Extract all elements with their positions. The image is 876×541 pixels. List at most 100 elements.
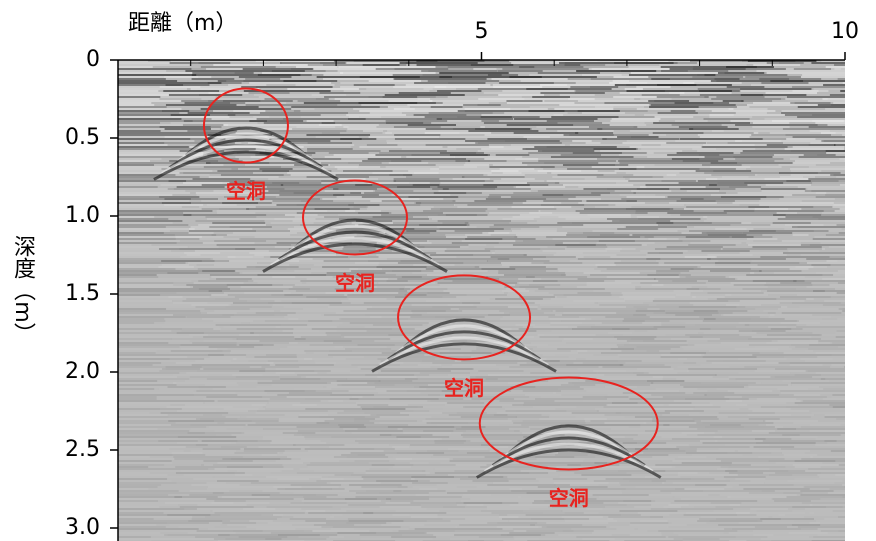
texture-stripe: [362, 64, 400, 66]
texture-stripe: [697, 434, 800, 436]
texture-stripe: [376, 480, 418, 482]
y-axis-title: 深度（m）: [10, 235, 36, 344]
texture-stripe: [386, 142, 479, 144]
texture-stripe: [198, 288, 310, 290]
texture-stripe: [622, 320, 670, 322]
texture-stripe: [825, 66, 845, 68]
texture-stripe: [629, 534, 662, 536]
texture-stripe: [238, 536, 330, 538]
texture-stripe: [564, 64, 606, 66]
texture-stripe: [567, 78, 670, 80]
texture-stripe: [118, 88, 187, 90]
texture-stripe: [187, 112, 250, 114]
texture-stripe: [240, 286, 361, 288]
texture-stripe: [738, 372, 791, 374]
texture-stripe: [638, 528, 732, 530]
texture-stripe: [118, 444, 208, 446]
texture-stripe: [458, 310, 551, 312]
texture-stripe: [693, 392, 735, 394]
texture-stripe: [718, 524, 821, 526]
texture-stripe: [300, 116, 382, 118]
texture-stripe: [276, 242, 377, 244]
texture-stripe: [217, 80, 338, 82]
texture-stripe: [737, 278, 845, 280]
texture-stripe: [724, 528, 818, 530]
texture-stripe: [736, 512, 815, 514]
texture-stripe: [790, 102, 831, 104]
texture-stripe: [248, 92, 290, 94]
texture-stripe: [118, 384, 177, 386]
texture-stripe: [118, 520, 223, 522]
texture-stripe: [203, 336, 295, 338]
texture-stripe: [792, 474, 845, 476]
texture-stripe: [288, 288, 404, 290]
texture-stripe: [509, 504, 564, 506]
texture-stripe: [787, 74, 845, 76]
texture-stripe: [366, 206, 434, 208]
texture-stripe: [500, 534, 546, 536]
texture-stripe: [385, 234, 466, 236]
texture-stripe: [118, 166, 168, 168]
texture-stripe: [325, 292, 428, 294]
texture-stripe: [799, 262, 845, 264]
texture-stripe: [234, 474, 351, 476]
texture-stripe: [348, 520, 451, 522]
texture-stripe: [298, 416, 380, 418]
texture-stripe: [483, 174, 525, 176]
texture-stripe: [270, 132, 386, 134]
texture-stripe: [602, 138, 680, 140]
texture-stripe: [118, 414, 203, 416]
texture-stripe: [118, 76, 212, 78]
texture-stripe: [640, 98, 672, 100]
texture-stripe: [481, 148, 526, 150]
texture-stripe: [385, 122, 432, 124]
texture-stripe: [334, 474, 449, 476]
texture-stripe: [272, 200, 371, 202]
texture-stripe: [746, 274, 834, 276]
texture-stripe: [118, 350, 157, 352]
texture-stripe: [757, 520, 794, 522]
texture-stripe: [643, 372, 678, 374]
texture-stripe: [559, 476, 655, 478]
texture-stripe: [118, 292, 224, 294]
texture-stripe: [682, 160, 796, 162]
texture-stripe: [419, 488, 523, 490]
texture-stripe: [458, 308, 538, 310]
texture-stripe: [537, 334, 596, 336]
texture-stripe: [713, 436, 818, 438]
texture-stripe: [314, 370, 351, 372]
texture-stripe: [577, 326, 686, 328]
texture-stripe: [439, 72, 509, 74]
texture-stripe: [118, 370, 197, 372]
texture-stripe: [594, 206, 632, 208]
texture-stripe: [118, 212, 184, 214]
texture-stripe: [279, 348, 380, 350]
texture-stripe: [648, 304, 740, 306]
texture-stripe: [523, 436, 576, 438]
texture-stripe: [255, 412, 365, 414]
texture-stripe: [118, 108, 182, 110]
texture-stripe: [118, 190, 186, 192]
texture-stripe: [507, 478, 624, 480]
texture-stripe: [487, 74, 519, 76]
texture-stripe: [787, 248, 825, 250]
texture-stripe: [512, 404, 607, 406]
texture-stripe: [436, 484, 555, 486]
texture-stripe: [557, 174, 634, 176]
texture-stripe: [118, 508, 197, 510]
texture-stripe: [344, 348, 392, 350]
texture-stripe: [830, 296, 845, 298]
texture-stripe: [551, 172, 617, 174]
texture-stripe: [283, 452, 397, 454]
texture-stripe: [164, 322, 242, 324]
texture-stripe: [446, 512, 565, 514]
texture-stripe: [176, 292, 291, 294]
texture-stripe: [718, 448, 760, 450]
texture-stripe: [236, 376, 279, 378]
texture-stripe: [288, 248, 326, 250]
texture-stripe: [666, 526, 755, 528]
texture-stripe: [671, 522, 707, 524]
texture-stripe: [729, 102, 795, 104]
texture-stripe: [509, 454, 588, 456]
texture-stripe: [586, 282, 707, 284]
